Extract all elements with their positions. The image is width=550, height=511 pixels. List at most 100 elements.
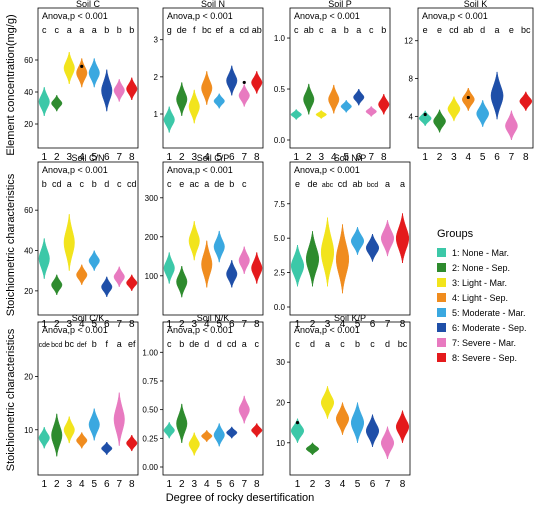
chart-panel: Soil C/K Anova,p < 0.001 10 20 cde 1 bcd 2 bc 3 de… — [24, 313, 139, 490]
significance-letter: d — [104, 179, 109, 189]
y-tick-label: 0.50 — [142, 406, 158, 415]
y-tick-label: 2.5 — [274, 269, 286, 278]
x-tick-label: 6 — [104, 479, 110, 490]
y-tick-label: 0.5 — [274, 85, 286, 94]
y-tick-label: 5.0 — [274, 234, 286, 243]
chart-panel: Soil K Anova,p < 0.001 4 8 12 e 1 e 2 cd 3 ab 4 d 5 a 6 e… — [404, 0, 534, 163]
x-tick-label: 8 — [254, 479, 260, 490]
legend-swatch — [437, 323, 446, 332]
x-tick-label: 1 — [295, 319, 301, 330]
legend-swatch — [437, 293, 446, 302]
significance-letter: c — [242, 179, 247, 189]
significance-letter: c — [80, 179, 85, 189]
x-tick-label: 6 — [229, 479, 235, 490]
x-tick-label: 7 — [509, 152, 515, 163]
significance-letter: def — [77, 342, 87, 349]
x-tick-label: 3 — [451, 152, 457, 163]
significance-letter: bc — [64, 339, 74, 349]
legend-swatch — [437, 248, 446, 257]
y-tick-label: 20 — [24, 373, 33, 382]
y-tick-label: 40 — [24, 247, 33, 256]
significance-letter: c — [370, 339, 375, 349]
significance-letter: bcd — [367, 182, 378, 189]
panel-frame — [37, 161, 139, 316]
anova-annotation: Anova,p < 0.001 — [167, 11, 233, 21]
significance-letter: d — [217, 339, 222, 349]
x-tick-label: 5 — [216, 319, 222, 330]
anova-annotation: Anova,p < 0.001 — [167, 165, 233, 175]
y-tick-label: 20 — [276, 398, 285, 407]
significance-letter: cd — [127, 179, 137, 189]
x-tick-label: 4 — [204, 152, 210, 163]
x-tick-label: 8 — [254, 152, 260, 163]
significance-letter: a — [356, 25, 361, 35]
row-label-2: Stoichiometric characteristics — [5, 173, 17, 316]
x-tick-label: 6 — [370, 319, 376, 330]
outlier-point — [423, 112, 427, 117]
significance-letter: g — [167, 25, 172, 35]
y-tick-label: 100 — [145, 272, 159, 281]
significance-letter: a — [331, 25, 336, 35]
x-tick-label: 3 — [191, 319, 197, 330]
x-tick-label: 3 — [318, 152, 324, 163]
x-tick-label: 4 — [340, 319, 346, 330]
panel-title: Soil N/P — [334, 153, 367, 163]
x-tick-label: 5 — [355, 319, 361, 330]
x-tick-label: 1 — [166, 319, 172, 330]
x-tick-label: 4 — [79, 479, 85, 490]
anova-annotation: Anova,p < 0.001 — [42, 325, 108, 335]
anova-annotation: Anova,p < 0.001 — [422, 11, 488, 21]
significance-letter: e — [423, 25, 428, 35]
legend-swatch — [437, 308, 446, 317]
x-tick-label: 8 — [381, 152, 387, 163]
x-tick-label: 7 — [385, 319, 391, 330]
x-tick-label: 5 — [480, 152, 486, 163]
significance-letter: bc — [202, 25, 212, 35]
significance-letter: b — [229, 179, 234, 189]
significance-letter: c — [167, 179, 172, 189]
significance-letter: b — [355, 339, 360, 349]
significance-letter: b — [344, 25, 349, 35]
legend-swatch — [437, 263, 446, 272]
significance-letter: a — [495, 25, 500, 35]
x-tick-label: 8 — [400, 479, 406, 490]
significance-letter: c — [255, 339, 260, 349]
panel-title: Soil C/K — [72, 313, 105, 323]
significance-letter: ef — [215, 25, 223, 35]
legend-label: 8: Severe - Sep. — [452, 353, 517, 363]
significance-letter: cd — [239, 25, 249, 35]
panel-title: Soil N — [201, 0, 225, 9]
x-tick-label: 5 — [91, 479, 97, 490]
significance-letter: f — [193, 25, 196, 35]
significance-letter: c — [42, 25, 47, 35]
x-tick-label: 7 — [241, 152, 247, 163]
panel-title: Soil K — [464, 0, 488, 9]
x-tick-label: 4 — [331, 152, 337, 163]
y-tick-label: 8 — [409, 75, 414, 84]
x-tick-label: 1 — [166, 152, 172, 163]
panel-frame — [162, 7, 264, 149]
panel-frame — [37, 321, 139, 476]
significance-letter: a — [385, 179, 390, 189]
outlier-point — [466, 95, 470, 100]
legend-label: 1: None - Mar. — [452, 248, 509, 258]
significance-letter: f — [105, 339, 108, 349]
anova-annotation: Anova,p < 0.001 — [42, 11, 108, 21]
x-tick-label: 2 — [306, 152, 312, 163]
y-tick-label: 200 — [145, 233, 159, 242]
y-tick-label: 20 — [24, 287, 33, 296]
panel-title: Soil K/P — [334, 313, 366, 323]
y-tick-label: 300 — [145, 194, 159, 203]
significance-letter: d — [310, 339, 315, 349]
legend-title: Groups — [437, 228, 474, 240]
x-tick-label: 1 — [41, 479, 47, 490]
x-tick-label: 8 — [129, 152, 135, 163]
y-tick-label: 40 — [24, 88, 33, 97]
x-tick-label: 2 — [179, 479, 185, 490]
